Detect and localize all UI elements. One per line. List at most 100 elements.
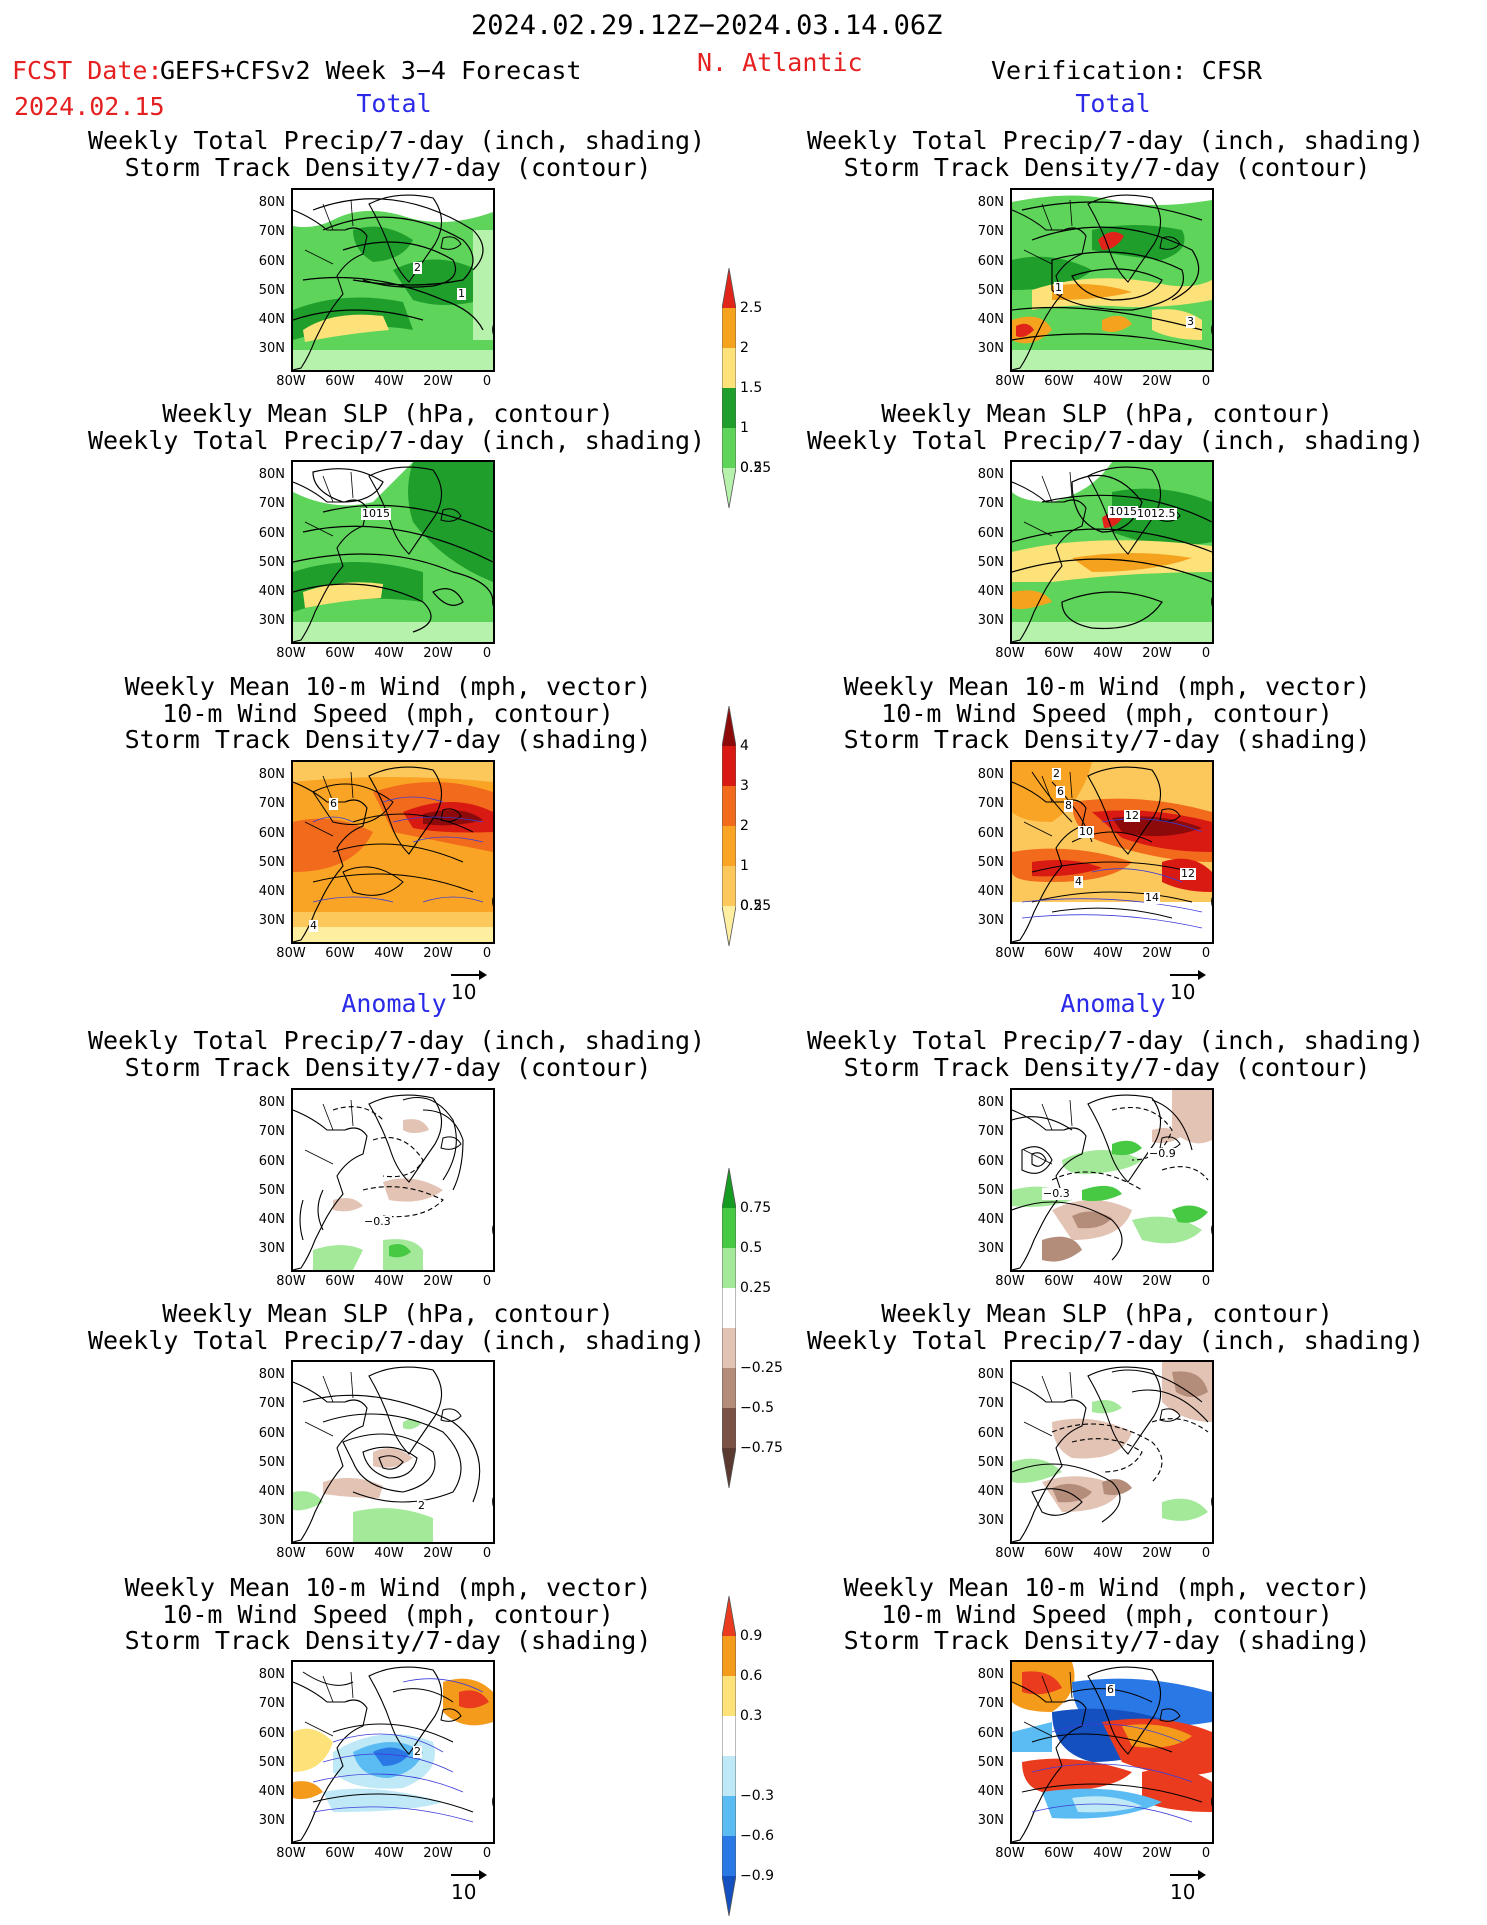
lat-tick-label: 70N (977, 796, 1004, 811)
map-verification-slp-precip: 1015 1012.5 (1010, 460, 1214, 644)
title-p6-line1: Weekly Mean 10-m Wind (mph, vector) (124, 1573, 652, 1602)
lat-tick-label: 50N (977, 1183, 1004, 1198)
lat-tick-label: 80N (977, 195, 1004, 210)
colorbar-label: 0.25 (740, 460, 772, 476)
colorbar-segment (722, 1288, 736, 1328)
map-verification-anomaly-wind-track: 6 (1010, 1660, 1214, 1844)
lat-tick-label: 30N (977, 1513, 1004, 1528)
contour-label: 2 (417, 1499, 426, 1512)
lon-tick-label: 0 (482, 1274, 492, 1289)
colorbar-segment (722, 1796, 736, 1836)
lat-tick-label: 60N (258, 826, 285, 841)
vector-reference-value: 10 (451, 980, 477, 1004)
lon-tick-label: 40W (374, 646, 404, 661)
colorbar-label: 2 (740, 340, 749, 356)
colorbar-label: 0.25 (740, 898, 772, 914)
title-p2-line1: Weekly Mean SLP (hPa, contour) (162, 399, 614, 428)
lon-tick-label: 0 (1201, 1546, 1211, 1561)
title-p1-line1: Weekly Total Precip/7-day (inch, shading… (88, 126, 706, 155)
lat-tick-label: 50N (258, 855, 285, 870)
region-title: N. Atlantic (697, 48, 863, 77)
lat-tick-label: 50N (977, 855, 1004, 870)
colorbar-label: −0.5 (740, 1400, 774, 1416)
lon-tick-label: 0 (1201, 374, 1211, 389)
title-p4-line1: Weekly Total Precip/7-day (inch, shading… (88, 1026, 706, 1055)
lat-tick-label: 40N (977, 884, 1004, 899)
vector-reference-p6: 10 (451, 1870, 491, 1904)
lat-tick-label: 80N (977, 1095, 1004, 1110)
section-total-left: Total (356, 89, 432, 118)
map-forecast-anomaly-precip-track: −0.3 (291, 1088, 495, 1272)
lon-tick-label: 20W (1142, 946, 1172, 961)
lon-tick-label: 80W (995, 1846, 1025, 1861)
lon-tick-label: 0 (482, 646, 492, 661)
lon-tick-label: 0 (1201, 1274, 1211, 1289)
lon-tick-label: 40W (1093, 374, 1123, 389)
lat-tick-label: 50N (258, 1755, 285, 1770)
lat-tick-label: 70N (977, 1396, 1004, 1411)
lon-tick-label: 0 (482, 1546, 492, 1561)
contour-label: 6 (1056, 785, 1065, 798)
contour-label: 2 (1052, 767, 1061, 780)
lat-tick-label: 70N (258, 1124, 285, 1139)
colorbar-label: 0.9 (740, 1628, 763, 1644)
lat-tick-label: 80N (258, 467, 285, 482)
title-p3-line1: Weekly Mean 10-m Wind (mph, vector) (124, 672, 652, 701)
colorbar-precip-anomaly (721, 1167, 737, 1489)
lon-tick-label: 60W (325, 374, 355, 389)
lat-tick-label: 60N (258, 1426, 285, 1441)
lon-tick-label: 40W (374, 1846, 404, 1861)
colorbar-segment (722, 826, 736, 866)
title-p6-line3: Storm Track Density/7-day (shading) (124, 1626, 652, 1655)
lat-tick-label: 70N (977, 1124, 1004, 1139)
lon-tick-label: 80W (995, 1546, 1025, 1561)
contour-label: 10 (1078, 825, 1094, 838)
title-q4-line1: Weekly Total Precip/7-day (inch, shading… (807, 1026, 1425, 1055)
lat-tick-label: 50N (258, 1183, 285, 1198)
colorbar-segment (722, 1168, 736, 1208)
lon-tick-label: 80W (276, 946, 306, 961)
title-q3-line3: Storm Track Density/7-day (shading) (843, 725, 1371, 754)
lon-tick-label: 20W (423, 374, 453, 389)
map-forecast-anomaly-slp-precip: 2 (291, 1360, 495, 1544)
lat-tick-label: 80N (977, 767, 1004, 782)
contour-label: 8 (1064, 799, 1073, 812)
colorbar-segment (722, 1716, 736, 1756)
lat-tick-label: 60N (977, 1726, 1004, 1741)
lon-tick-label: 80W (276, 374, 306, 389)
lon-tick-label: 40W (374, 1546, 404, 1561)
lat-tick-label: 60N (977, 1426, 1004, 1441)
lat-tick-label: 80N (258, 767, 285, 782)
lat-tick-label: 40N (258, 584, 285, 599)
vector-reference-q3: 10 (1170, 970, 1210, 1004)
title-q2-line1: Weekly Mean SLP (hPa, contour) (881, 399, 1333, 428)
colorbar-label: 0.3 (740, 1708, 763, 1724)
colorbar-segment (722, 348, 736, 388)
lon-tick-label: 0 (1201, 946, 1211, 961)
colorbar-segment (722, 1636, 736, 1676)
lon-tick-label: 0 (1201, 646, 1211, 661)
lat-tick-label: 40N (977, 1784, 1004, 1799)
lon-tick-label: 20W (423, 1274, 453, 1289)
colorbar-precip-total (721, 267, 737, 509)
lat-tick-label: 50N (258, 555, 285, 570)
lat-tick-label: 70N (977, 224, 1004, 239)
lat-tick-label: 40N (258, 1784, 285, 1799)
lat-tick-label: 80N (258, 1095, 285, 1110)
lat-tick-label: 30N (258, 1241, 285, 1256)
colorbar-segment (722, 308, 736, 348)
lat-tick-label: 30N (977, 613, 1004, 628)
lon-tick-label: 20W (1142, 1274, 1172, 1289)
lat-tick-label: 50N (977, 1755, 1004, 1770)
lat-tick-label: 60N (258, 1154, 285, 1169)
lat-tick-label: 50N (977, 283, 1004, 298)
title-q6-line3: Storm Track Density/7-day (shading) (843, 1626, 1371, 1655)
vector-reference-p3: 10 (451, 970, 491, 1004)
lat-tick-label: 50N (258, 1455, 285, 1470)
lat-tick-label: 50N (977, 555, 1004, 570)
lat-tick-label: 80N (258, 195, 285, 210)
contour-label: 4 (309, 919, 318, 932)
lon-tick-label: 40W (1093, 1274, 1123, 1289)
colorbar-label: −0.25 (740, 1360, 783, 1376)
